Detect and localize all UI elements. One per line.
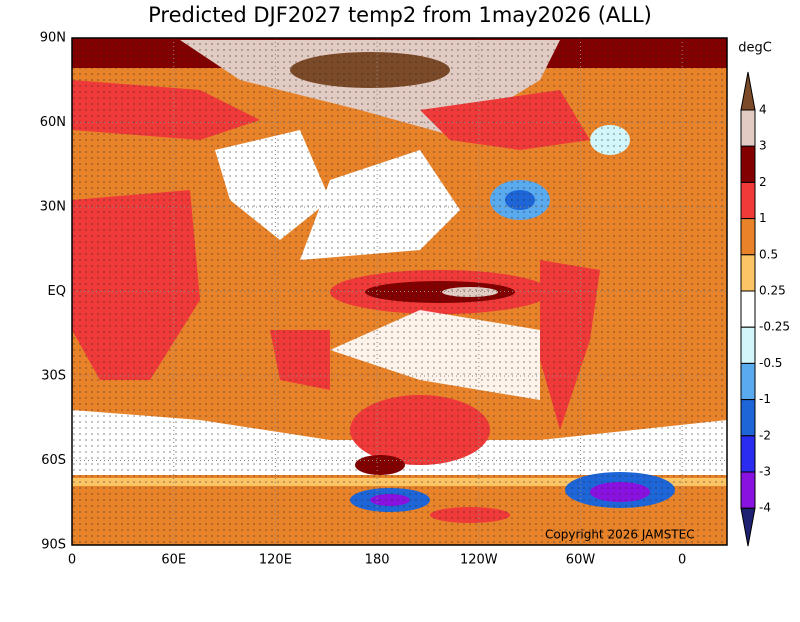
colorbar-triangle	[740, 71, 756, 111]
colorbar-box	[740, 254, 756, 292]
lon-tick-label: 0	[678, 553, 686, 568]
colorbar-label: -3	[759, 465, 771, 479]
colorbar-label: 1	[759, 211, 767, 225]
lat-tick-label: 30N	[40, 200, 66, 215]
colorbar-label: 4	[759, 103, 767, 117]
colorbar-box	[740, 145, 756, 183]
lat-tick-label: EQ	[48, 284, 66, 299]
colorbar-label: 0.25	[759, 284, 786, 298]
colorbar-label: -2	[759, 428, 771, 442]
lat-tick-label: 60N	[40, 115, 66, 130]
colorbar-label: 3	[759, 139, 767, 153]
colorbar-box	[740, 326, 756, 364]
map-frame	[71, 37, 728, 546]
colorbar-box	[740, 181, 756, 220]
lat-tick-label: 60S	[41, 453, 66, 468]
colorbar-label: -4	[759, 501, 771, 515]
colorbar-label: -0.25	[759, 320, 790, 334]
lon-tick-label: 0	[68, 553, 76, 568]
colorbar-label: 2	[759, 175, 767, 189]
colorbar-unit: degC	[738, 41, 772, 56]
lat-tick-label: 90N	[40, 31, 66, 46]
lat-tick-label: 30S	[41, 369, 66, 384]
lon-tick-label: 180	[365, 553, 390, 568]
lon-tick-label: 120W	[460, 553, 498, 568]
colorbar-box	[740, 218, 756, 256]
colorbar-box	[740, 290, 756, 328]
copyright: Copyright 2026 JAMSTEC	[545, 528, 695, 542]
colorbar-box	[740, 399, 756, 437]
lon-tick-label: 60W	[566, 553, 596, 568]
colorbar-label: 0.5	[759, 247, 778, 261]
lat-tick-label: 90S	[41, 538, 66, 553]
colorbar-box	[740, 362, 756, 401]
lon-tick-label: 120E	[259, 553, 292, 568]
colorbar-triangle	[740, 507, 756, 547]
colorbar-box	[740, 435, 756, 473]
colorbar-label: -1	[759, 392, 771, 406]
title: Predicted DJF2027 temp2 from 1may2026 (A…	[148, 3, 652, 27]
map-field	[72, 38, 727, 545]
colorbar-label: -0.5	[759, 356, 782, 370]
lon-tick-label: 60E	[161, 553, 186, 568]
colorbar-box	[740, 109, 756, 147]
colorbar-box	[740, 471, 756, 509]
